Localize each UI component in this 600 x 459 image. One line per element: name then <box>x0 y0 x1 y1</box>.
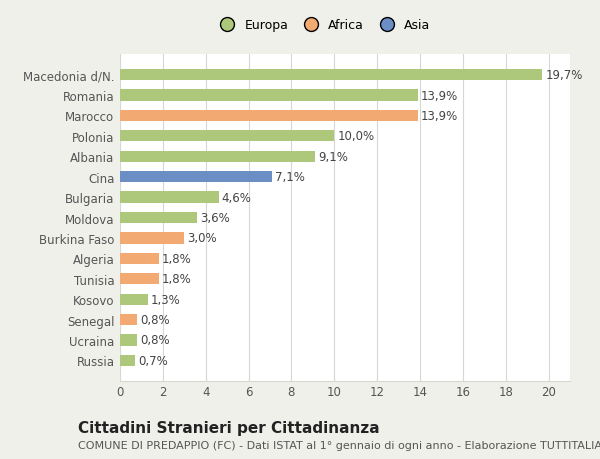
Bar <box>120 294 148 305</box>
Bar <box>120 90 418 101</box>
Text: 0,7%: 0,7% <box>138 354 168 367</box>
Legend: Europa, Africa, Asia: Europa, Africa, Asia <box>215 19 431 32</box>
Text: 0,8%: 0,8% <box>140 334 170 347</box>
Bar <box>120 233 184 244</box>
Text: Cittadini Stranieri per Cittadinanza: Cittadini Stranieri per Cittadinanza <box>78 420 380 435</box>
Text: 3,6%: 3,6% <box>200 212 230 224</box>
Bar <box>120 172 272 183</box>
Bar <box>120 111 418 122</box>
Bar <box>120 335 137 346</box>
Text: 4,6%: 4,6% <box>222 191 251 204</box>
Bar <box>120 192 218 203</box>
Bar <box>120 355 135 366</box>
Text: 1,8%: 1,8% <box>162 273 191 285</box>
Bar <box>120 213 197 224</box>
Text: 3,0%: 3,0% <box>187 232 217 245</box>
Bar <box>120 70 542 81</box>
Text: 9,1%: 9,1% <box>318 151 348 163</box>
Text: 0,8%: 0,8% <box>140 313 170 326</box>
Bar <box>120 131 334 142</box>
Text: 19,7%: 19,7% <box>545 69 583 82</box>
Bar <box>120 274 158 285</box>
Bar <box>120 253 158 264</box>
Text: 13,9%: 13,9% <box>421 110 458 123</box>
Text: 1,8%: 1,8% <box>162 252 191 265</box>
Text: 13,9%: 13,9% <box>421 90 458 102</box>
Bar <box>120 314 137 325</box>
Text: 10,0%: 10,0% <box>337 130 374 143</box>
Text: COMUNE DI PREDAPPIO (FC) - Dati ISTAT al 1° gennaio di ogni anno - Elaborazione : COMUNE DI PREDAPPIO (FC) - Dati ISTAT al… <box>78 440 600 450</box>
Bar <box>120 151 315 162</box>
Text: 7,1%: 7,1% <box>275 171 305 184</box>
Text: 1,3%: 1,3% <box>151 293 181 306</box>
